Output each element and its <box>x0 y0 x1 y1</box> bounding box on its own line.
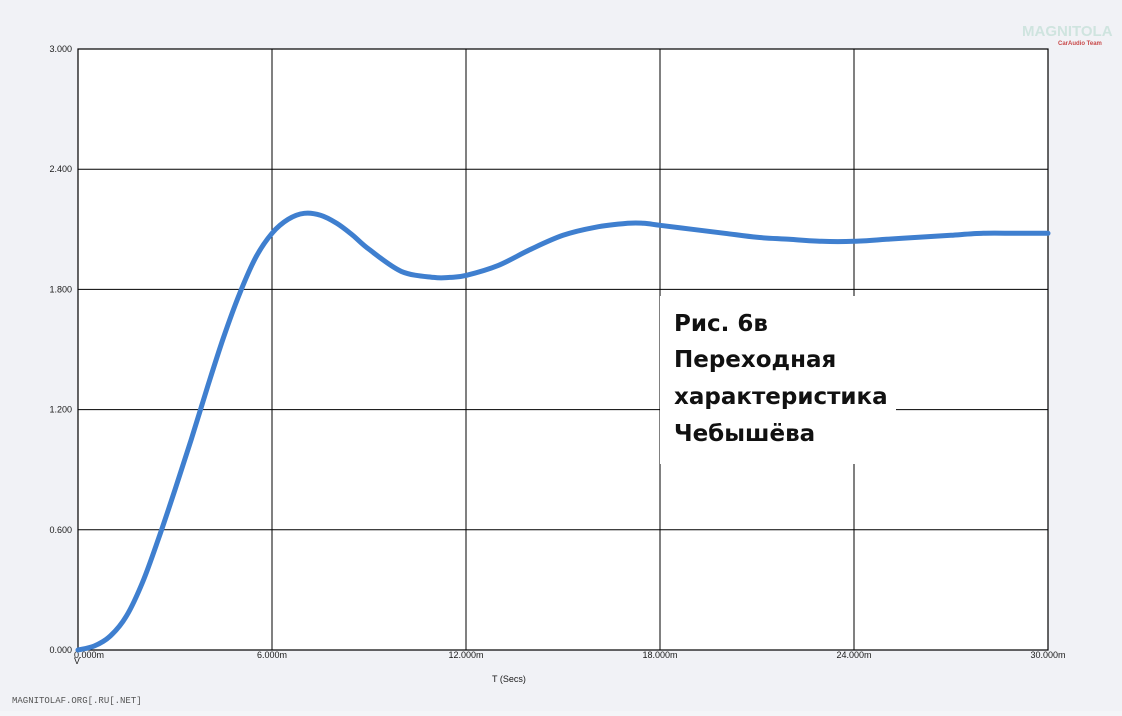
x-tick-label: 6.000m <box>257 650 287 660</box>
caption-line-1: Рис. 6в <box>674 311 768 337</box>
y-tick-label: 3.000 <box>49 44 72 54</box>
y-tick-label: 0.600 <box>49 525 72 535</box>
x-tick-labels: 0.000m 6.000m 12.000m 18.000m 24.000m 30.000m <box>74 650 1066 660</box>
plot-area <box>77 48 1049 651</box>
series-line <box>75 210 1051 653</box>
caption-box <box>660 296 896 464</box>
logo-text: MAGNITOLA <box>1022 23 1113 40</box>
caption-line-4: Чебышёва <box>674 421 815 447</box>
x-axis-label: T (Secs) <box>492 674 526 684</box>
footer-text: MAGNITOLAF.ORG[.RU[.NET] <box>12 696 142 706</box>
y-tick-labels: 0.000 0.600 1.200 1.800 2.400 3.000 <box>49 44 72 655</box>
caption-line-2: Переходная <box>674 347 836 373</box>
y-tick-label: 2.400 <box>49 164 72 174</box>
logo-subtext: CarAudio Team <box>1058 41 1102 47</box>
x-tick-label: 18.000m <box>642 650 677 660</box>
y-tick-label: 1.200 <box>49 405 72 415</box>
y-axis-label: V <box>74 656 80 666</box>
y-tick-label: 0.000 <box>49 645 72 655</box>
x-tick-label: 30.000m <box>1030 650 1065 660</box>
caption-line-3: характеристика <box>674 384 888 410</box>
x-tick-label: 0.000m <box>74 650 104 660</box>
logo: MAGNITOLA CarAudio Team <box>1022 23 1113 47</box>
x-tick-label: 12.000m <box>448 650 483 660</box>
x-tick-label: 24.000m <box>836 650 871 660</box>
caption: Рис. 6в Переходная характеристика Чебышё… <box>674 311 888 447</box>
y-tick-label: 1.800 <box>49 284 72 294</box>
